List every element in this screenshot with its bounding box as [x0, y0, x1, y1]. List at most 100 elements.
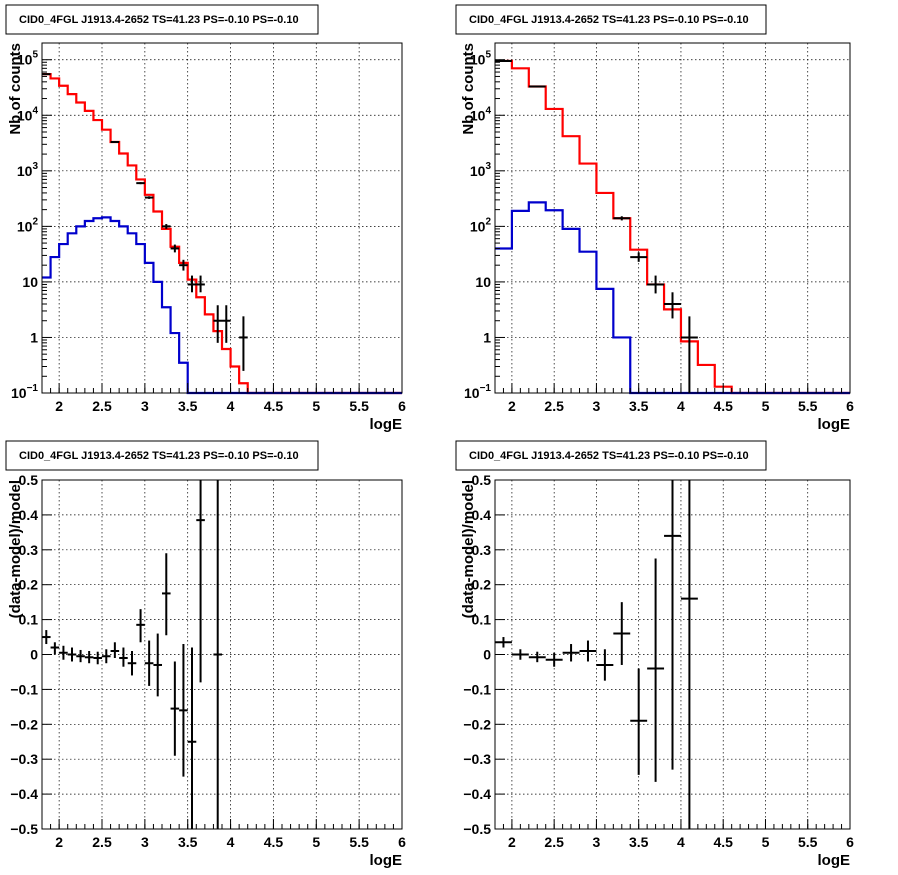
x-tick-label: 3	[141, 834, 149, 850]
x-tick-label: 3	[593, 834, 601, 850]
x-tick-label: 3.5	[178, 834, 198, 850]
data-point	[179, 644, 188, 777]
data-point	[647, 275, 665, 294]
y-tick-label: −0.3	[463, 751, 491, 767]
data-point	[528, 85, 546, 88]
data-point	[196, 275, 205, 293]
y-tick-label: 10−1	[11, 383, 38, 401]
y-tick-label: 1	[483, 329, 491, 345]
data-point	[84, 651, 94, 664]
data-point	[162, 224, 171, 229]
x-tick-label: 3.5	[629, 398, 649, 414]
x-axis-label: logE	[818, 852, 851, 869]
x-tick-label: 2.5	[92, 398, 112, 414]
data-point	[170, 661, 180, 756]
data-point	[562, 644, 580, 662]
data-point	[213, 305, 222, 343]
data-point	[630, 668, 648, 775]
chart-panel-4: CID0_4FGL J1913.4-2652 TS=41.23 PS=-0.10…	[455, 440, 854, 869]
chart-title: CID0_4FGL J1913.4-2652 TS=41.23 PS=-0.10…	[469, 450, 749, 462]
y-tick-label: 0.1	[19, 612, 39, 628]
x-tick-label: 4	[227, 834, 235, 850]
x-tick-label: 3	[141, 398, 149, 414]
data-point	[495, 637, 512, 648]
data-point	[144, 640, 154, 686]
x-axis-label: logE	[370, 852, 403, 869]
y-tick-label: −0.5	[463, 821, 491, 837]
x-tick-label: 4.5	[264, 834, 284, 850]
data-point	[630, 252, 648, 262]
chart-title-box	[5, 4, 319, 35]
y-axis-label: Nb of counts	[460, 43, 477, 135]
data-point	[127, 651, 137, 676]
y-tick-label: −0.5	[10, 821, 38, 837]
data-point	[93, 651, 102, 665]
y-tick-label: −0.2	[463, 716, 491, 732]
y-tick-label: −0.2	[10, 716, 38, 732]
data-point	[59, 645, 68, 660]
data-point	[213, 480, 222, 829]
y-tick-label: 102	[470, 216, 492, 234]
x-tick-label: 5	[312, 834, 320, 850]
data-point	[110, 141, 120, 144]
x-tick-label: 4	[677, 834, 685, 850]
x-tick-label: 6	[846, 398, 854, 414]
y-tick-label: 105	[470, 50, 492, 68]
data-point	[144, 196, 154, 199]
y-tick-label: 0	[483, 647, 491, 663]
x-tick-label: 2.5	[92, 834, 112, 850]
y-tick-label: −0.4	[463, 786, 491, 802]
x-tick-label: 2.5	[544, 834, 564, 850]
data-point	[664, 292, 681, 319]
y-tick-label: 0.5	[19, 472, 39, 488]
data-point	[179, 259, 188, 271]
data-point	[222, 305, 231, 343]
x-tick-label: 5	[762, 398, 770, 414]
y-tick-label: 10	[22, 274, 38, 290]
data-point	[162, 553, 171, 636]
chart-panel-2: CID0_4FGL J1913.4-2652 TS=41.23 PS=-0.10…	[455, 4, 854, 433]
chart-title: CID0_4FGL J1913.4-2652 TS=41.23 PS=-0.10…	[19, 450, 299, 462]
data-point	[545, 652, 563, 667]
y-tick-label: 105	[17, 50, 39, 68]
data-point	[579, 640, 597, 662]
data-point	[42, 630, 51, 645]
data-point	[102, 649, 111, 664]
x-tick-label: 2	[508, 834, 516, 850]
data-point	[664, 480, 681, 770]
x-tick-label: 3.5	[178, 398, 198, 414]
y-tick-label: 10	[475, 274, 491, 290]
data-point	[596, 649, 614, 681]
x-tick-label: 5.5	[349, 398, 369, 414]
chart-title-box	[455, 440, 767, 471]
x-axis-label: logE	[818, 416, 851, 433]
x-tick-label: 5.5	[798, 834, 818, 850]
data-point	[136, 609, 145, 643]
x-tick-label: 4	[677, 398, 685, 414]
x-tick-label: 4.5	[713, 398, 733, 414]
chart-title: CID0_4FGL J1913.4-2652 TS=41.23 PS=-0.10…	[19, 14, 299, 26]
chart-title-box	[5, 440, 319, 471]
data-point	[187, 275, 197, 293]
y-axis-label: (data-model)/model	[460, 480, 477, 618]
y-tick-label: 0.3	[19, 542, 39, 558]
model-histogram-red	[495, 59, 850, 395]
x-tick-label: 6	[398, 834, 406, 850]
y-tick-label: 0.4	[472, 507, 492, 523]
y-tick-label: 104	[17, 105, 39, 123]
y-tick-label: 102	[17, 216, 39, 234]
y-tick-label: 10−1	[464, 383, 491, 401]
x-tick-label: 2	[55, 398, 63, 414]
y-tick-label: 0.2	[19, 577, 39, 593]
model-histogram-red	[42, 73, 402, 395]
data-point	[511, 649, 529, 660]
y-axis-label: (data-model)/model	[7, 480, 24, 618]
x-tick-label: 2	[55, 834, 63, 850]
y-tick-label: −0.4	[10, 786, 38, 802]
data-point	[110, 642, 120, 658]
x-axis-label: logE	[370, 416, 403, 433]
data-point	[239, 316, 248, 371]
y-tick-label: 1	[30, 329, 38, 345]
data-point	[613, 216, 631, 221]
